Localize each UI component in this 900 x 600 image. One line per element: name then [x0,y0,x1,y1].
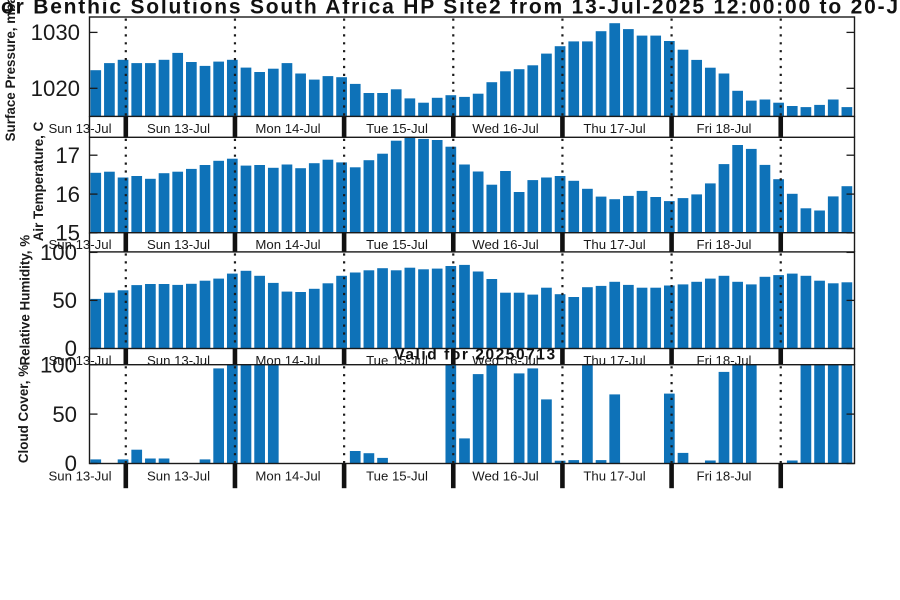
svg-text:Air Temperature, C: Air Temperature, C [31,121,46,241]
svg-text:Thu 17-Jul: Thu 17-Jul [583,121,645,136]
svg-text:Valid for 20250713: Valid for 20250713 [394,346,556,363]
svg-text:Mon 14-Jul: Mon 14-Jul [255,237,320,252]
svg-text:100: 100 [40,352,77,377]
svg-text:Sun 13-Jul: Sun 13-Jul [147,237,210,252]
svg-text:or Benthic Solutions South Afr: or Benthic Solutions South Africa HP Sit… [1,0,900,18]
svg-text:Tue 15-Jul: Tue 15-Jul [366,237,428,252]
svg-text:Mon 14-Jul: Mon 14-Jul [255,121,320,136]
svg-text:Fri 18-Jul: Fri 18-Jul [697,121,752,136]
svg-text:Sun 13-Jul: Sun 13-Jul [147,469,210,484]
svg-text:50: 50 [52,402,77,427]
svg-text:Sun 13-Jul: Sun 13-Jul [48,121,111,136]
svg-text:Sun 13-Jul: Sun 13-Jul [147,353,210,368]
svg-text:Thu 17-Jul: Thu 17-Jul [583,469,645,484]
svg-text:Fri 18-Jul: Fri 18-Jul [697,237,752,252]
svg-text:100: 100 [40,240,77,265]
svg-text:50: 50 [52,288,77,313]
svg-text:Tue 15-Jul: Tue 15-Jul [366,121,428,136]
svg-text:Cloud Cover, %: Cloud Cover, % [16,365,31,463]
svg-text:Tue 15-Jul: Tue 15-Jul [366,469,428,484]
svg-text:1030: 1030 [31,20,80,45]
svg-text:16: 16 [55,182,80,207]
svg-text:0: 0 [65,451,77,476]
svg-text:Sun 13-Jul: Sun 13-Jul [48,469,111,484]
svg-text:0: 0 [65,336,77,361]
svg-text:17: 17 [55,143,80,168]
svg-text:Wed 16-Jul: Wed 16-Jul [472,237,539,252]
svg-text:Mon 14-Jul: Mon 14-Jul [255,353,320,368]
svg-text:Wed 16-Jul: Wed 16-Jul [472,121,539,136]
svg-text:Relative Humidity, %: Relative Humidity, % [18,235,33,366]
svg-text:Surface Pressure, mbar: Surface Pressure, mbar [3,0,18,141]
svg-text:15: 15 [55,221,80,246]
svg-text:Fri 18-Jul: Fri 18-Jul [697,469,752,484]
svg-text:Fri 18-Jul: Fri 18-Jul [697,353,752,368]
svg-text:Thu 17-Jul: Thu 17-Jul [583,237,645,252]
svg-text:Sun 13-Jul: Sun 13-Jul [147,121,210,136]
svg-text:Sun 13-Jul: Sun 13-Jul [48,237,111,252]
svg-text:Wed 16-Jul: Wed 16-Jul [472,469,539,484]
svg-text:Mon 14-Jul: Mon 14-Jul [255,469,320,484]
svg-text:1020: 1020 [31,76,80,101]
